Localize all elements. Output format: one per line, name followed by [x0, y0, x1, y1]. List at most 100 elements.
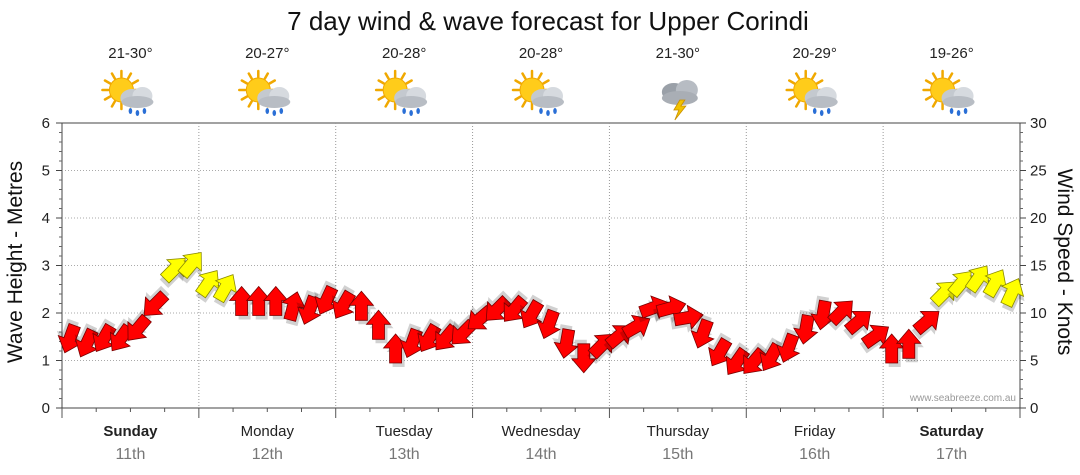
rain-drop	[819, 110, 824, 116]
wind-arrow	[1000, 278, 1025, 313]
sun-ray	[110, 72, 117, 80]
chart-title: 7 day wind & wave forecast for Upper Cor…	[287, 6, 809, 36]
sun-cloud-showers-icon	[922, 69, 975, 116]
rain-drop	[826, 108, 831, 114]
sun-ray	[131, 79, 140, 85]
sun-ray	[103, 79, 112, 85]
rain-drop	[402, 108, 406, 114]
credit-text: www.seabreeze.com.au	[909, 393, 1016, 404]
wind-arrow	[519, 294, 545, 329]
cloud-part	[805, 96, 838, 108]
rain-drop	[272, 110, 277, 116]
day-date-label: 13th	[389, 446, 420, 463]
rain-drop	[546, 110, 550, 116]
sun-cloud-showers-icon	[374, 69, 428, 116]
right-axis-tick-label: 5	[1030, 353, 1038, 370]
day-date-label: 16th	[799, 446, 830, 463]
sun-ray	[514, 79, 522, 85]
sun-ray	[384, 72, 390, 80]
wind-arrow	[670, 304, 704, 333]
wind-arrow	[348, 290, 377, 325]
rain-drop	[142, 108, 147, 114]
sun-ray	[537, 72, 543, 80]
left-axis-tick-label: 0	[42, 400, 50, 417]
storm-cloud-lightning-icon	[661, 80, 698, 121]
day-name-label: Saturday	[919, 423, 984, 440]
sun-ray	[931, 72, 938, 80]
rain-drop	[279, 108, 284, 114]
wind-arrow-shape	[673, 304, 704, 331]
sun-ray	[924, 79, 933, 85]
plot-area	[61, 122, 1021, 409]
wind-arrow	[143, 285, 170, 316]
rain-drop	[128, 108, 133, 114]
wind-arrow-shape	[348, 290, 375, 321]
sun-ray	[268, 79, 276, 85]
sun-ray	[931, 100, 938, 108]
wind-arrow	[398, 323, 424, 359]
sun-ray	[947, 72, 954, 80]
sun-ray	[810, 72, 817, 80]
day-date-label: 14th	[525, 446, 556, 463]
sun-ray	[542, 79, 550, 85]
day-header: 21-30° 20-27° 20-28° 20-28° 21-30° 20-29° 19-2…	[101, 45, 975, 121]
left-axis-title: Wave Height - Metres	[4, 161, 27, 363]
wind-arrow	[365, 309, 394, 344]
wind-arrow	[535, 304, 561, 340]
rain-drop	[265, 108, 270, 114]
wind-arrow-shape	[1000, 278, 1025, 308]
left-axis-tick-label: 4	[42, 210, 50, 227]
wind-arrow	[177, 252, 202, 284]
sun-ray	[514, 95, 522, 101]
day-date-label: 12th	[252, 446, 283, 463]
wind-arrow-shape	[297, 294, 322, 325]
right-axis-tick-label: 25	[1030, 163, 1047, 180]
wind-arrow-shape	[331, 289, 357, 319]
wind-arrow-shape	[127, 313, 152, 341]
sun-ray	[952, 79, 961, 85]
sun-ray	[788, 95, 796, 101]
day-name-label: Tuesday	[376, 423, 433, 440]
wind-arrow	[775, 328, 801, 363]
wind-arrow	[791, 309, 819, 345]
left-axis-tick-label: 2	[42, 305, 50, 322]
rain-drop	[553, 108, 557, 114]
left-axis-tick-label: 5	[42, 163, 50, 180]
wind-arrow	[689, 313, 715, 349]
sun-ray	[263, 72, 270, 80]
sun-cloud-showers-icon	[785, 69, 838, 116]
wind-arrow	[212, 274, 237, 308]
wind-arrow	[331, 285, 357, 319]
wind-arrow	[982, 269, 1007, 303]
wind-arrow-shape	[843, 310, 871, 336]
wind-arrow-shape	[621, 314, 651, 340]
wind-arrow	[826, 300, 853, 331]
wind-arrow-shape	[143, 290, 170, 316]
wind-arrow	[314, 280, 339, 315]
wind-arrow-shape	[793, 313, 819, 345]
wind-arrow	[485, 290, 512, 321]
wind-arrow-shape	[690, 318, 715, 349]
day-labels: Sunday 11th Monday 12th Tuesday 13th Wednesday…	[61, 408, 1021, 463]
sun-cloud-showers-icon	[238, 69, 291, 116]
day-name-label: Friday	[794, 423, 836, 440]
day-temperature-range: 21-30°	[656, 45, 700, 62]
cloud-part	[395, 96, 428, 108]
sun-ray	[924, 95, 933, 101]
wind-arrow	[619, 314, 651, 344]
wind-arrow	[895, 328, 924, 363]
day-temperature-range: 20-29°	[793, 45, 837, 62]
rain-drop	[409, 110, 413, 116]
wind-arrow-shape	[536, 308, 561, 340]
day-name-label: Monday	[241, 423, 295, 440]
right-axis-title: Wind Speed - Knots	[1053, 169, 1076, 356]
day-temperature-range: 20-28°	[519, 45, 563, 62]
left-axis: 0 1 2 3 4 5 6	[42, 115, 62, 417]
rain-drop	[416, 108, 420, 114]
rain-drop	[135, 110, 140, 116]
sun-ray	[400, 72, 406, 80]
wind-arrow	[296, 290, 322, 325]
wind-arrow	[281, 291, 308, 327]
sun-ray	[240, 79, 249, 85]
sun-ray	[794, 72, 801, 80]
